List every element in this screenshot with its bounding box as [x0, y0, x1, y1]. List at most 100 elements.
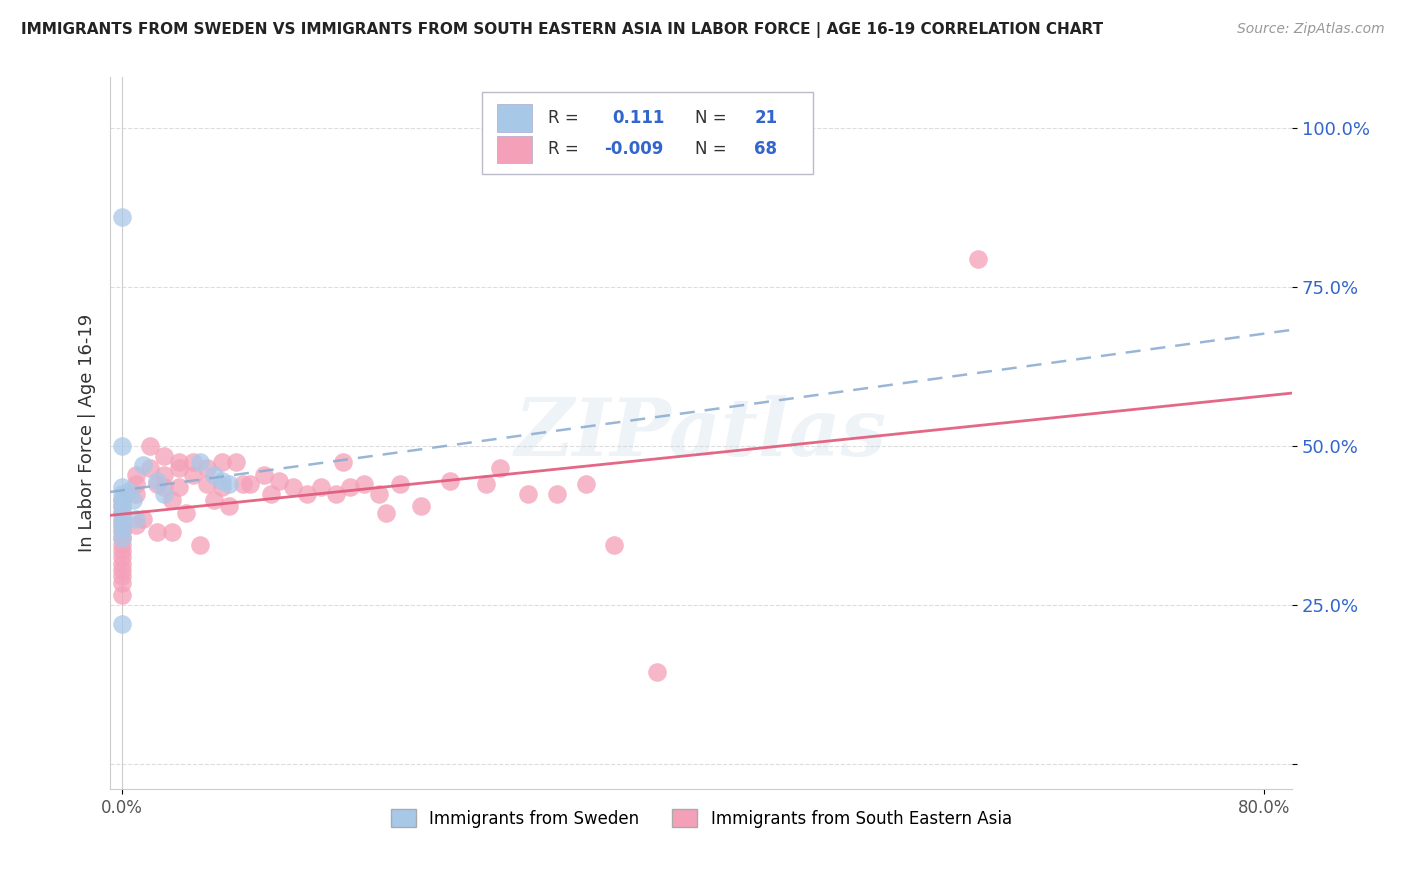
Point — [232, 477, 254, 491]
Text: 21: 21 — [755, 109, 778, 127]
Text: 68: 68 — [755, 140, 778, 158]
Point — [388, 477, 411, 491]
Point — [110, 569, 132, 583]
Point — [110, 563, 132, 577]
Point — [110, 518, 132, 533]
Point — [311, 480, 333, 494]
Point — [146, 474, 169, 488]
Point — [517, 486, 540, 500]
Point — [110, 537, 132, 551]
Point — [153, 486, 176, 500]
Point — [110, 493, 132, 508]
Point — [160, 493, 183, 508]
Point — [118, 483, 141, 498]
Point — [295, 486, 318, 500]
Text: R =: R = — [547, 140, 578, 158]
Point — [146, 524, 169, 539]
Point — [153, 480, 176, 494]
Point — [110, 493, 132, 508]
Point — [325, 486, 347, 500]
Point — [110, 486, 132, 500]
Point — [110, 506, 132, 520]
Point — [267, 474, 290, 488]
Point — [110, 588, 132, 602]
Point — [110, 522, 132, 536]
Point — [132, 512, 155, 526]
Text: R =: R = — [547, 109, 578, 127]
Point — [211, 480, 233, 494]
Point — [110, 480, 132, 494]
Text: IMMIGRANTS FROM SWEDEN VS IMMIGRANTS FROM SOUTH EASTERN ASIA IN LABOR FORCE | AG: IMMIGRANTS FROM SWEDEN VS IMMIGRANTS FRO… — [21, 22, 1104, 38]
Point — [489, 461, 512, 475]
Point — [110, 544, 132, 558]
Point — [211, 455, 233, 469]
Point — [110, 575, 132, 590]
Point — [110, 531, 132, 545]
Point — [139, 461, 162, 475]
Point — [110, 512, 132, 526]
Point — [353, 477, 375, 491]
Point — [967, 252, 990, 266]
Point — [439, 474, 461, 488]
Point — [202, 493, 225, 508]
Point — [167, 480, 190, 494]
Point — [110, 500, 132, 514]
Point — [411, 500, 433, 514]
Point — [153, 467, 176, 482]
Point — [574, 477, 596, 491]
Point — [110, 557, 132, 571]
Point — [153, 449, 176, 463]
Point — [125, 486, 148, 500]
Point — [110, 516, 132, 530]
Point — [174, 506, 197, 520]
Point — [110, 439, 132, 453]
Point — [195, 461, 218, 475]
Point — [188, 455, 211, 469]
Point — [239, 477, 262, 491]
Point — [110, 550, 132, 565]
Point — [211, 474, 233, 488]
Point — [110, 500, 132, 514]
Point — [202, 467, 225, 482]
Text: N =: N = — [695, 109, 727, 127]
Point — [110, 211, 132, 225]
Point — [188, 537, 211, 551]
Point — [125, 477, 148, 491]
Text: ZIPatlas: ZIPatlas — [515, 394, 887, 472]
Point — [125, 518, 148, 533]
Point — [167, 455, 190, 469]
Point — [474, 477, 496, 491]
Legend: Immigrants from Sweden, Immigrants from South Eastern Asia: Immigrants from Sweden, Immigrants from … — [384, 803, 1018, 834]
Point — [253, 467, 276, 482]
FancyBboxPatch shape — [496, 104, 531, 131]
Point — [181, 455, 204, 469]
Point — [110, 617, 132, 632]
Text: N =: N = — [695, 140, 727, 158]
Point — [260, 486, 283, 500]
Point — [339, 480, 361, 494]
Y-axis label: In Labor Force | Age 16-19: In Labor Force | Age 16-19 — [79, 314, 96, 552]
Point — [167, 461, 190, 475]
Point — [281, 480, 304, 494]
Point — [122, 493, 145, 508]
Point — [110, 506, 132, 520]
Point — [546, 486, 568, 500]
FancyBboxPatch shape — [482, 92, 814, 174]
Point — [218, 500, 240, 514]
Point — [225, 455, 247, 469]
FancyBboxPatch shape — [496, 136, 531, 163]
Text: -0.009: -0.009 — [605, 140, 664, 158]
Point — [146, 477, 169, 491]
Point — [110, 524, 132, 539]
Point — [218, 477, 240, 491]
Point — [374, 506, 396, 520]
Point — [332, 455, 354, 469]
Point — [367, 486, 389, 500]
Point — [125, 467, 148, 482]
Point — [110, 531, 132, 545]
Point — [181, 467, 204, 482]
Point — [195, 477, 218, 491]
Point — [160, 524, 183, 539]
Point — [125, 512, 148, 526]
Point — [132, 458, 155, 472]
